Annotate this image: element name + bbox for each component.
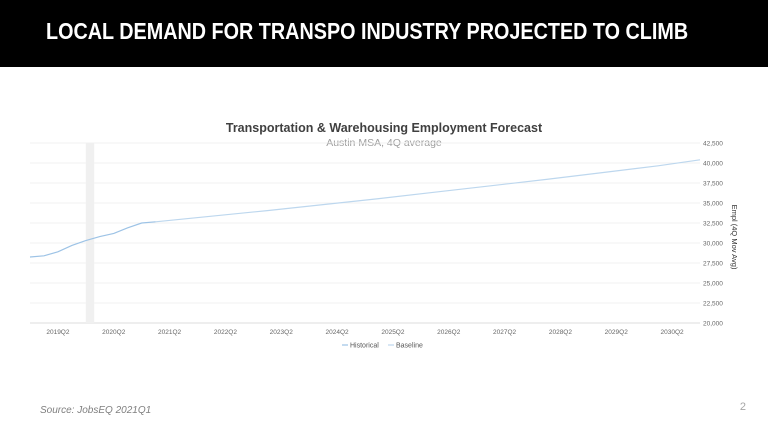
x-tick-label: 2023Q2: [270, 329, 294, 336]
x-tick-label: 2025Q2: [381, 329, 405, 336]
y-tick-label: 42,500: [703, 140, 723, 147]
y-tick-label: 40,000: [703, 160, 723, 167]
slide-title: LOCAL DEMAND FOR TRANSPO INDUSTRY PROJEC…: [46, 18, 689, 44]
x-tick-label: 2022Q2: [214, 329, 238, 336]
series-line-historical: [29, 221, 156, 258]
series-line-baseline: [155, 159, 701, 223]
x-tick-label: 2029Q2: [605, 329, 629, 336]
legend-item-historical[interactable]: Historical: [342, 343, 379, 350]
legend: Historical Baseline: [342, 343, 423, 350]
source-note: Source: JobsEQ 2021Q1: [40, 405, 152, 416]
x-tick-label: 2026Q2: [437, 329, 461, 336]
y-tick-label: 32,500: [703, 220, 723, 227]
x-tick-label: 2021Q2: [158, 329, 182, 336]
x-tick-label: 2028Q2: [549, 329, 573, 336]
title-bar: LOCAL DEMAND FOR TRANSPO INDUSTRY PROJEC…: [0, 0, 768, 67]
legend-label: Historical: [350, 343, 379, 350]
x-tick-label: 2024Q2: [326, 329, 350, 336]
y-tick-label: 25,000: [703, 280, 723, 287]
shade-layer: [85, 143, 95, 323]
y-tick-label: 37,500: [703, 180, 723, 187]
x-tick-label: 2030Q2: [661, 329, 685, 336]
chart-title: Transportation & Warehousing Employment …: [226, 121, 543, 135]
page-number: 2: [739, 401, 746, 413]
series-layer: [29, 159, 701, 258]
legend-label: Baseline: [396, 343, 423, 350]
y-tick-label: 20,000: [703, 320, 723, 327]
x-tick-label: 2020Q2: [102, 329, 126, 336]
y-axis-ticks: 20,000 22,500 25,000 27,500 30,000 32,500 35,0…: [703, 140, 723, 327]
y-tick-label: 30,000: [703, 240, 723, 247]
x-tick-label: 2019Q2: [46, 329, 70, 336]
grid-layer: [30, 142, 700, 324]
y-axis-label: Empl (4Q Mov Avg): [730, 205, 739, 270]
y-tick-label: 22,500: [703, 300, 723, 307]
shaded-period: [85, 143, 95, 323]
y-tick-label: 27,500: [703, 260, 723, 267]
x-tick-label: 2027Q2: [493, 329, 517, 336]
legend-item-baseline[interactable]: Baseline: [388, 343, 423, 350]
y-tick-label: 35,000: [703, 200, 723, 207]
x-axis-ticks: 2019Q2 2020Q2 2021Q2 2022Q2 2023Q2 2024Q2 2025…: [46, 329, 684, 336]
